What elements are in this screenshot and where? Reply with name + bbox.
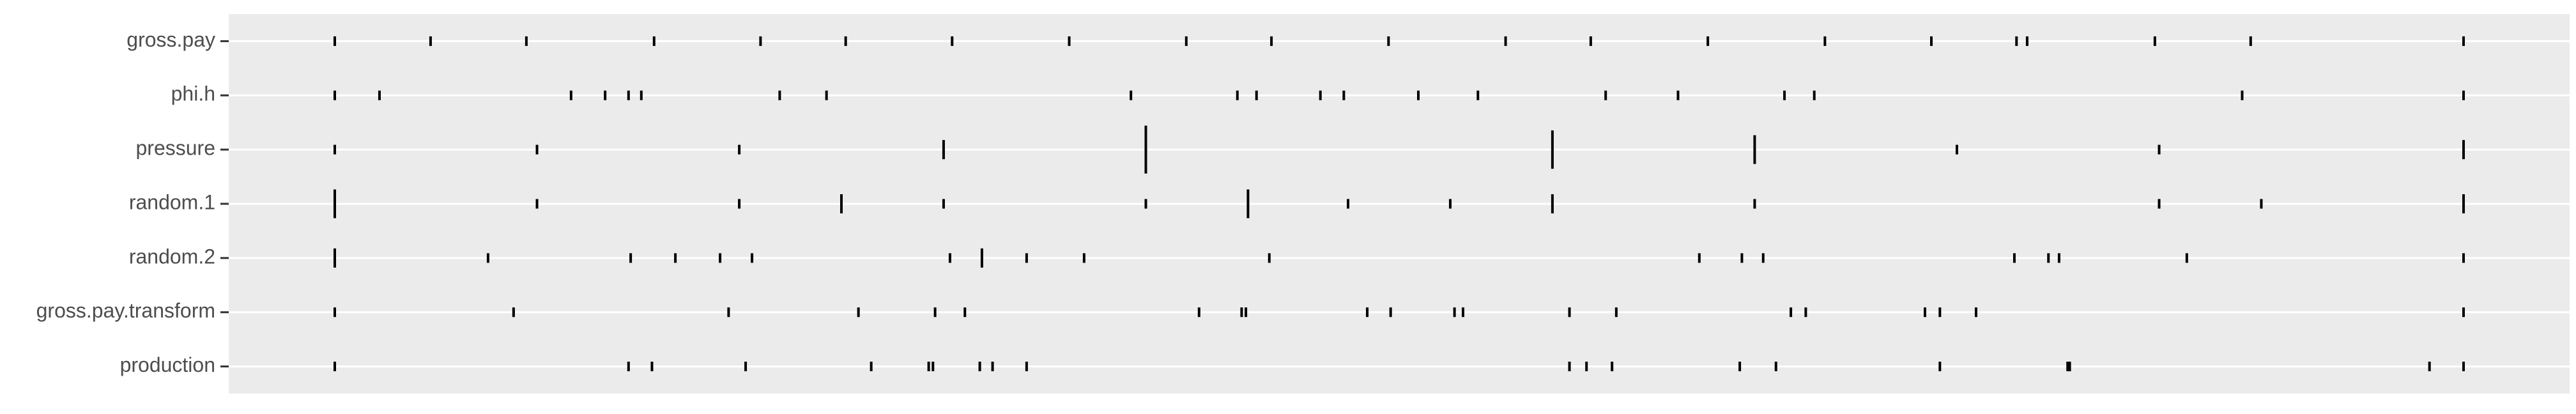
y-axis-labels: gross.pay phi.h pressure random.1 random.2 gr… xyxy=(36,28,215,376)
grid-lines xyxy=(229,40,2570,368)
y-axis-label: random.2 xyxy=(129,245,215,268)
y-axis-ticks xyxy=(220,40,229,368)
y-axis-label: gross.pay xyxy=(126,28,215,51)
y-axis-label: gross.pay.transform xyxy=(36,299,215,322)
y-axis-label: pressure xyxy=(136,137,216,160)
data-marks xyxy=(334,36,2465,372)
y-axis-label: phi.h xyxy=(171,82,215,105)
y-axis-label: random.1 xyxy=(129,190,215,213)
y-axis-label: production xyxy=(120,353,215,376)
